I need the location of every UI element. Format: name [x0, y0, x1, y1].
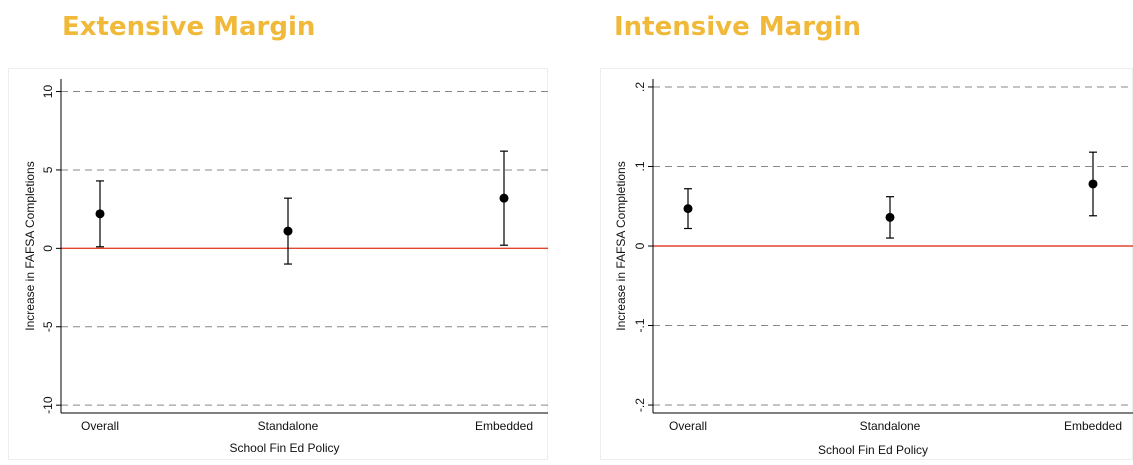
- y-axis-title: Increase in FAFSA Completions: [23, 161, 37, 330]
- panel-title-extensive-margin: Extensive Margin: [62, 12, 316, 42]
- x-category-label: Standalone: [860, 419, 921, 433]
- y-tick-label: .1: [633, 161, 647, 171]
- x-category-label: Embedded: [475, 419, 533, 433]
- y-tick-label: 0: [633, 242, 647, 249]
- y-tick-label: -.2: [633, 398, 647, 412]
- y-tick-label: -5: [41, 321, 55, 332]
- x-category-label: Embedded: [1064, 419, 1122, 433]
- point-estimate: [283, 226, 293, 236]
- y-axis-title: Increase in FAFSA Completions: [614, 161, 628, 330]
- intensive-margin-chart: .2 .1 0 -.1 -.2 Overall Standalone Embedded Scho…: [600, 68, 1133, 460]
- x-category-label: Overall: [669, 419, 707, 433]
- y-tick-label: 5: [41, 166, 55, 173]
- x-axis-title: School Fin Ed Policy: [818, 443, 928, 457]
- chart-frame: [8, 68, 548, 460]
- extensive-margin-chart: 10 5 0 -5 -10 Overall Standalone Embedded School…: [8, 68, 548, 460]
- point-estimate: [1088, 179, 1098, 189]
- point-estimate: [95, 209, 105, 219]
- x-category-label: Standalone: [258, 419, 319, 433]
- x-category-label: Overall: [81, 419, 119, 433]
- y-tick-label: -10: [41, 396, 55, 414]
- panel-title-intensive-margin: Intensive Margin: [614, 12, 862, 42]
- y-tick-label: 10: [41, 85, 55, 99]
- y-tick-label: 0: [41, 245, 55, 252]
- x-axis-title: School Fin Ed Policy: [229, 441, 339, 455]
- chart-frame: [600, 68, 1133, 460]
- y-tick-label: -.1: [633, 318, 647, 332]
- point-estimate: [683, 204, 693, 214]
- y-tick-label: .2: [633, 82, 647, 92]
- point-estimate: [499, 193, 509, 203]
- point-estimate: [885, 212, 895, 222]
